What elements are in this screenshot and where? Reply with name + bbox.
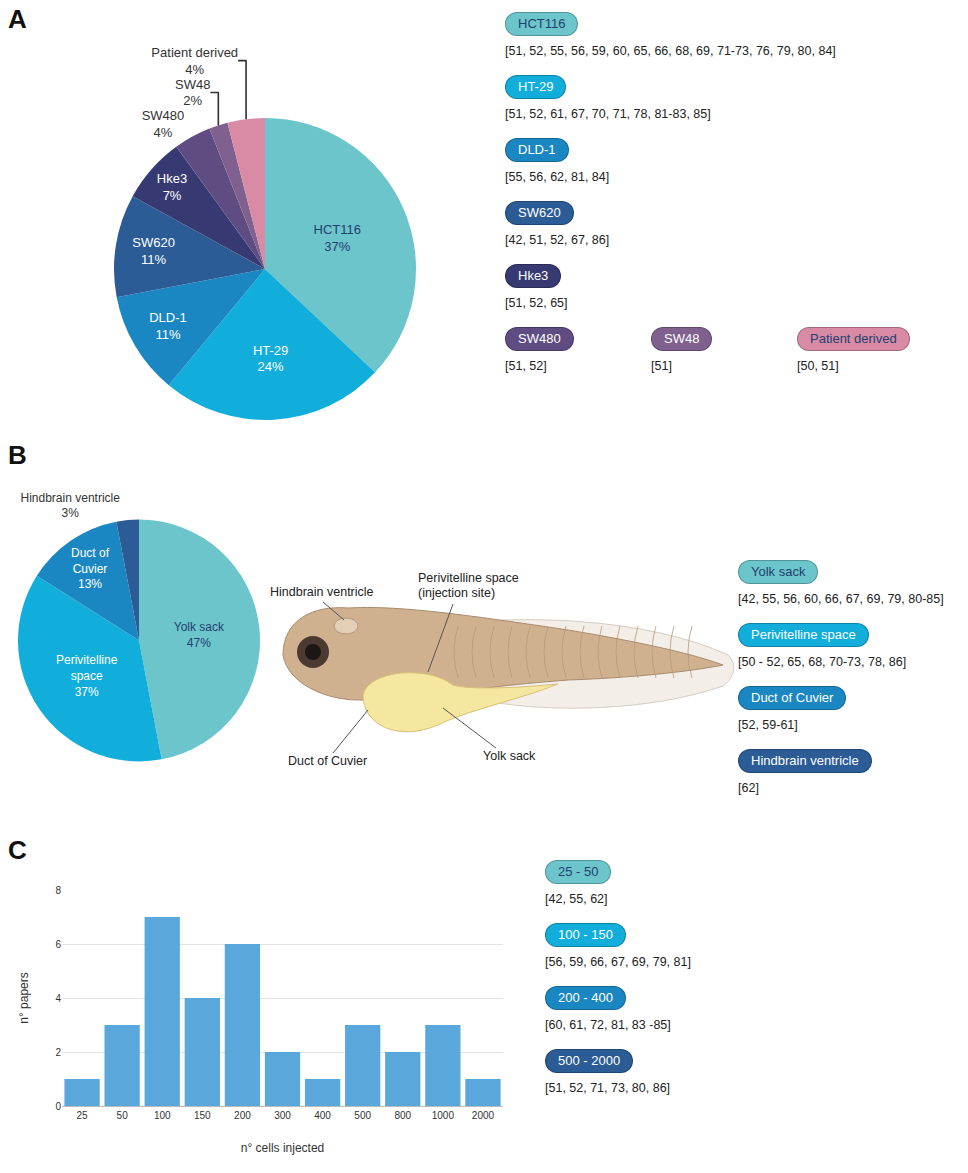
svg-text:25: 25 bbox=[76, 1110, 88, 1121]
html-text:Perivitelline space: Perivitelline space bbox=[751, 627, 856, 642]
svg-text:50: 50 bbox=[117, 1110, 129, 1121]
html-text:Patient derived: Patient derived bbox=[810, 331, 897, 346]
svg-text:Duct ofCuvier13%: Duct ofCuvier13% bbox=[71, 546, 110, 591]
svg-text:2: 2 bbox=[55, 1047, 61, 1058]
html-text:Yolk sack: Yolk sack bbox=[751, 564, 806, 579]
svg-text:6: 6 bbox=[55, 939, 61, 950]
svg-text:Perivitellinespace37%: Perivitellinespace37% bbox=[56, 653, 118, 698]
html-text:[50, 51]: [50, 51] bbox=[797, 359, 839, 373]
svg-text:Yolk sack47%: Yolk sack47% bbox=[174, 620, 225, 650]
html-text:[51, 52, 61, 67, 70, 71, 78, 8: [51, 52, 61, 67, 70, 71, 78, 81-83, 85] bbox=[505, 107, 711, 121]
html-text:[50 - 52, 65, 68, 70-73, 78, 8: [50 - 52, 65, 68, 70-73, 78, 86] bbox=[738, 655, 907, 669]
html-text:HT-29: HT-29 bbox=[518, 79, 554, 94]
svg-text:0: 0 bbox=[55, 1101, 61, 1112]
html-text:[42, 55, 62]: [42, 55, 62] bbox=[545, 892, 608, 906]
svg-text:Perivitelline space: Perivitelline space bbox=[418, 571, 519, 585]
html-text:[56, 59, 66, 67, 69, 79, 81]: [56, 59, 66, 67, 69, 79, 81] bbox=[545, 955, 691, 969]
html-text:500 - 2000: 500 - 2000 bbox=[558, 1053, 621, 1068]
html-text:200 - 400: 200 - 400 bbox=[558, 990, 613, 1005]
svg-text:Hindbrain ventricle3%: Hindbrain ventricle3% bbox=[21, 491, 121, 521]
svg-text:Duct of Cuvier: Duct of Cuvier bbox=[288, 754, 367, 768]
html-text:[42, 51, 52, 67, 86]: [42, 51, 52, 67, 86] bbox=[505, 233, 610, 247]
svg-text:Hke37%: Hke37% bbox=[157, 171, 187, 203]
html-text:[51, 52, 55, 56, 59, 60, 65, 6: [51, 52, 55, 56, 59, 60, 65, 66, 68, 69,… bbox=[505, 44, 836, 58]
svg-text:150: 150 bbox=[194, 1110, 211, 1121]
html-text:Hindbrain ventricle: Hindbrain ventricle bbox=[751, 753, 859, 768]
svg-text:400: 400 bbox=[314, 1110, 331, 1121]
svg-text:300: 300 bbox=[274, 1110, 291, 1121]
html-text:[51, 52]: [51, 52] bbox=[505, 359, 547, 373]
svg-text:n° cells injected: n° cells injected bbox=[241, 1141, 325, 1155]
html-text:[62]: [62] bbox=[738, 781, 759, 795]
html-text:C: C bbox=[8, 835, 27, 865]
svg-text:HCT11637%: HCT11637% bbox=[314, 222, 361, 254]
svg-text:HT-2924%: HT-2924% bbox=[253, 343, 288, 375]
svg-text:(injection site): (injection site) bbox=[418, 586, 495, 600]
svg-text:100: 100 bbox=[154, 1110, 171, 1121]
html-text:[42, 55, 56, 60, 66, 67, 69, 7: [42, 55, 56, 60, 66, 67, 69, 79, 80-85] bbox=[738, 592, 944, 606]
svg-text:SW4804%: SW4804% bbox=[142, 108, 185, 140]
svg-text:2000: 2000 bbox=[472, 1110, 495, 1121]
html-text:A: A bbox=[8, 4, 27, 34]
html-text:[55, 56, 62, 81, 84]: [55, 56, 62, 81, 84] bbox=[505, 170, 610, 184]
svg-text:1000: 1000 bbox=[432, 1110, 455, 1121]
html-text:[51, 52, 65]: [51, 52, 65] bbox=[505, 296, 568, 310]
html-text:SW480: SW480 bbox=[518, 331, 561, 346]
html-text:[51, 52, 71, 73, 80, 86]: [51, 52, 71, 73, 80, 86] bbox=[545, 1081, 671, 1095]
html-text:Duct of Cuvier: Duct of Cuvier bbox=[751, 690, 834, 705]
svg-text:SW62011%: SW62011% bbox=[132, 235, 175, 267]
html-text:25 - 50: 25 - 50 bbox=[558, 864, 599, 879]
html-text:DLD-1: DLD-1 bbox=[518, 142, 556, 157]
svg-text:Yolk sack: Yolk sack bbox=[483, 749, 536, 763]
html-text:[60, 61, 72, 81, 83 -85]: [60, 61, 72, 81, 83 -85] bbox=[545, 1018, 671, 1032]
svg-text:Patient derived4%: Patient derived4% bbox=[151, 45, 238, 77]
html-text:B: B bbox=[8, 440, 27, 470]
html-text:100 - 150: 100 - 150 bbox=[558, 927, 613, 942]
svg-text:200: 200 bbox=[234, 1110, 251, 1121]
svg-text:DLD-111%: DLD-111% bbox=[149, 310, 187, 342]
svg-text:800: 800 bbox=[394, 1110, 411, 1121]
svg-text:8: 8 bbox=[55, 885, 61, 896]
html-text:[51]: [51] bbox=[651, 359, 672, 373]
html-text:SW48: SW48 bbox=[664, 331, 700, 346]
html-text:SW620: SW620 bbox=[518, 205, 561, 220]
svg-text:4: 4 bbox=[55, 993, 61, 1004]
svg-text:SW482%: SW482% bbox=[175, 77, 210, 109]
svg-text:Hindbrain ventricle: Hindbrain ventricle bbox=[270, 585, 374, 599]
html-text:Hke3: Hke3 bbox=[518, 268, 549, 283]
svg-text:n° papers: n° papers bbox=[17, 972, 31, 1024]
html-text:[52, 59-61]: [52, 59-61] bbox=[738, 718, 798, 732]
svg-text:500: 500 bbox=[354, 1110, 371, 1121]
html-text:HCT116: HCT116 bbox=[518, 16, 566, 31]
